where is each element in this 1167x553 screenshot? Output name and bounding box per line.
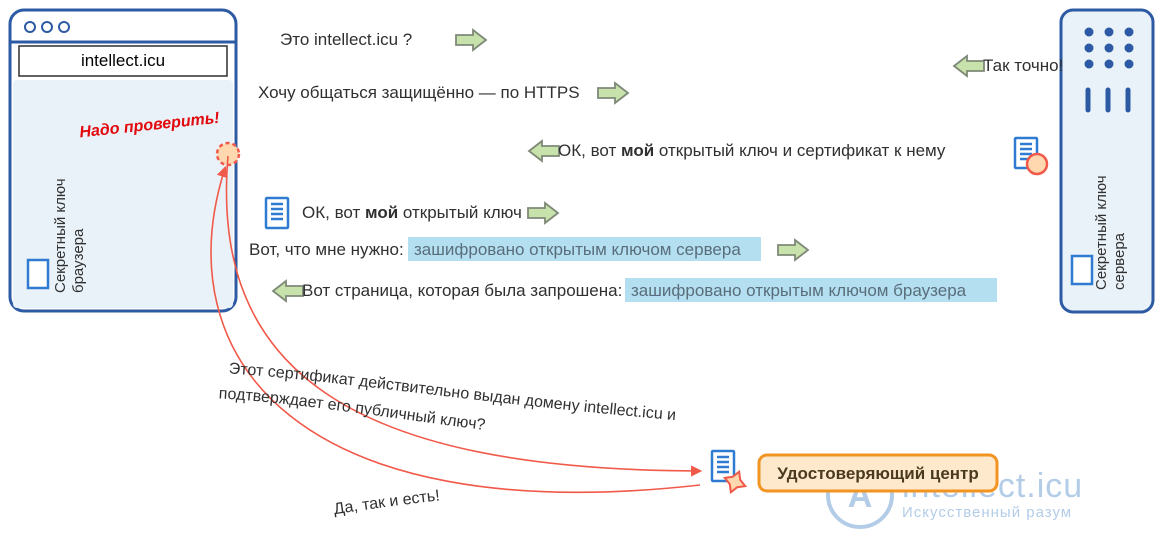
arrow-left-icon <box>273 281 303 301</box>
msg-q3: ОК, вот мой открытый ключ <box>266 198 558 228</box>
server-led <box>1125 44 1134 53</box>
msg-a2: ОК, вот мой открытый ключ и сертификат к… <box>529 138 1047 174</box>
arrow-right-icon <box>778 240 808 260</box>
cert-seal <box>1027 154 1047 174</box>
msg-a1: Так точно! <box>954 56 1063 76</box>
server-led <box>1105 28 1114 37</box>
window-dot <box>42 22 52 32</box>
address-bar-text: intellect.icu <box>81 51 165 70</box>
window-dot <box>25 22 35 32</box>
server-led <box>1125 60 1134 69</box>
server-led <box>1085 28 1094 37</box>
arrow-left-icon <box>529 141 559 161</box>
browser-window: intellect.icuСекретный ключбраузераНадо … <box>10 10 239 311</box>
arrow-left-icon <box>954 56 984 76</box>
encrypted-text: зашифровано открытым ключом сервера <box>414 240 741 259</box>
arrow-right-icon <box>598 83 628 103</box>
certificate-icon <box>266 198 288 228</box>
msg-text: Вот, что мне нужно: <box>249 240 404 259</box>
server-led <box>1085 60 1094 69</box>
arrow-right-icon <box>456 30 486 50</box>
arrow-right-icon <box>528 203 558 223</box>
msg-text: Так точно! <box>983 56 1063 75</box>
server-key-icon <box>1072 256 1092 284</box>
dialogue: Это intellect.icu ? Так точно! Хочу общать… <box>249 30 1063 302</box>
msg-text: ОК, вот мой открытый ключ и сертификат к… <box>558 141 946 160</box>
https-handshake-diagram: A intellect.icu Искусственный разум inte… <box>0 0 1167 553</box>
server-led <box>1105 60 1114 69</box>
server-led <box>1085 44 1094 53</box>
server-box: Секретный ключсервера <box>1061 10 1153 312</box>
msg-text: Вот страница, которая была запрошена: <box>302 281 622 300</box>
ca-label: Удостоверяющий центр <box>777 464 979 483</box>
certificate-authority: Удостоверяющий центр <box>712 451 997 496</box>
msg-text: ОК, вот мой открытый ключ <box>302 203 522 222</box>
watermark-subtitle: Искусственный разум <box>902 504 1072 521</box>
msg-text: Это intellect.icu ? <box>280 30 412 49</box>
ca-answer: Да, так и есть! <box>333 487 441 518</box>
encrypted-text: зашифровано открытым ключом браузера <box>631 281 967 300</box>
msg-q1: Это intellect.icu ? <box>280 30 486 50</box>
msg-text: Хочу общаться защищённо — по HTTPS <box>258 83 580 102</box>
server-led <box>1125 28 1134 37</box>
browser-key-icon <box>28 260 48 288</box>
msg-a3: Вот страница, которая была запрошена: за… <box>273 278 997 302</box>
window-dot <box>59 22 69 32</box>
msg-q4: Вот, что мне нужно: зашифровано открытым… <box>249 237 808 261</box>
server-led <box>1105 44 1114 53</box>
msg-q2: Хочу общаться защищённо — по HTTPS <box>258 83 628 103</box>
